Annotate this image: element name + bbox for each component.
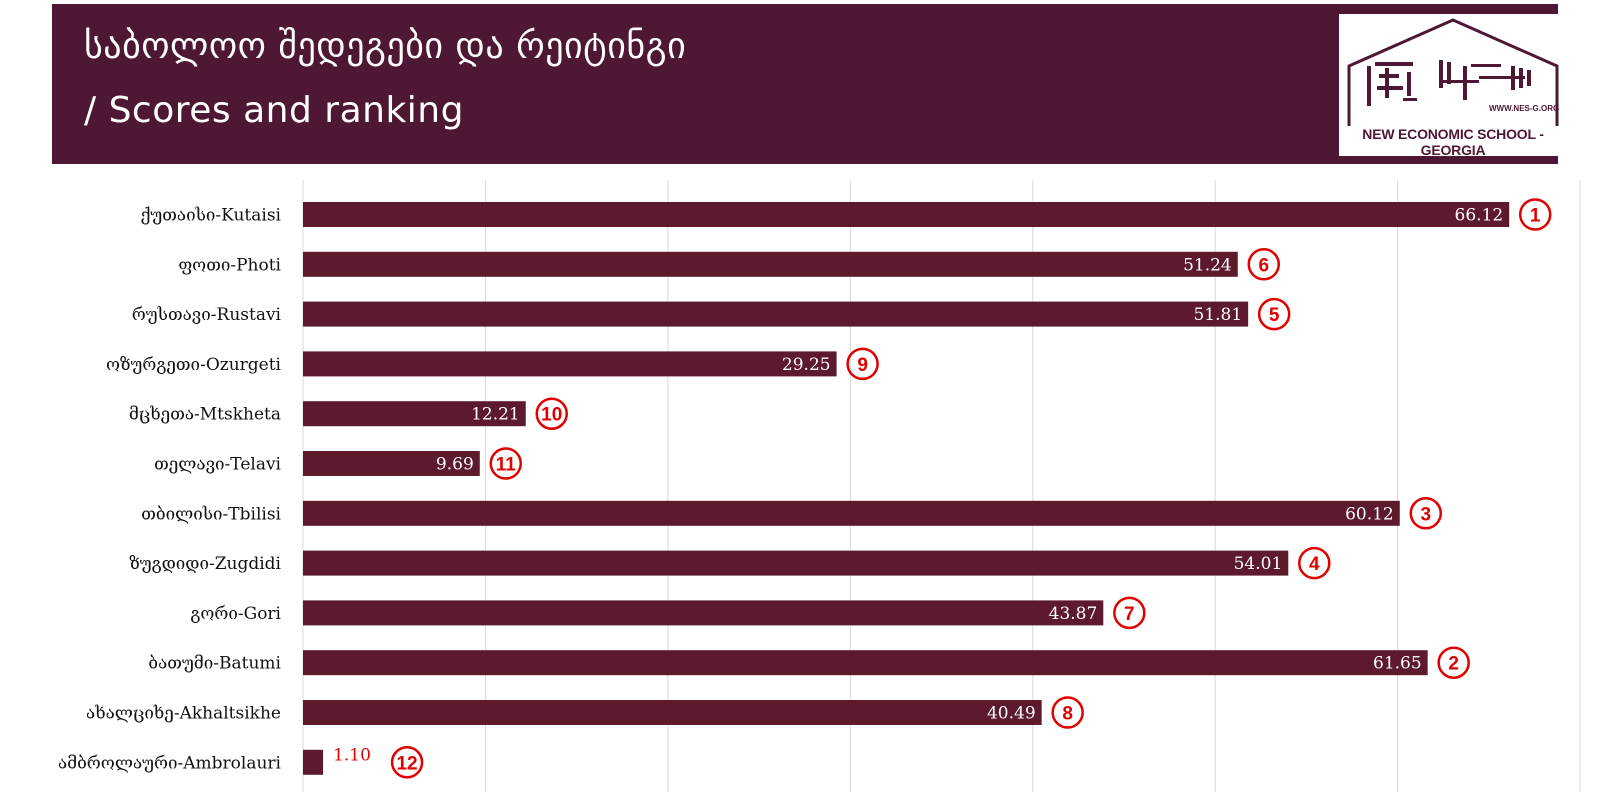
rank-circle [535, 397, 568, 430]
rank-circle [1257, 297, 1291, 331]
value-label: 51.24 [1183, 255, 1232, 275]
value-label: 54.01 [1234, 554, 1283, 574]
rank-badge: 7 [1124, 604, 1135, 625]
rank-badge: 6 [1258, 255, 1269, 276]
rank-badge: 11 [496, 455, 517, 476]
bar [303, 251, 1238, 277]
bar [303, 600, 1104, 626]
value-label: 40.49 [987, 704, 1036, 724]
category-label: რუსთავი-Rustavi [132, 305, 282, 325]
rank-circle [846, 347, 879, 381]
logo-website: WWW.NES-G.ORG [1489, 104, 1560, 113]
category-label: ოზურგეთი-Ozurgeti [106, 355, 282, 375]
category-label: გორი-Gori [190, 604, 281, 624]
rank-circle [1409, 497, 1443, 530]
rank-badge: 9 [857, 355, 868, 376]
value-label: 66.12 [1455, 206, 1504, 226]
value-label: 1.10 [333, 745, 371, 765]
rank-circle [1113, 596, 1146, 630]
page-title-georgian: საბოლოო შედეგები და რეიტინგი [84, 26, 687, 67]
rank-badge: 5 [1269, 305, 1280, 326]
value-label: 9.69 [436, 455, 474, 475]
bar [303, 401, 526, 427]
category-label: ფოთი-Photi [178, 255, 281, 275]
bar [303, 301, 1249, 327]
rank-badge: 4 [1309, 554, 1320, 575]
header-banner: საბოლოო შედეგები და რეიტინგი / Scores an… [52, 4, 1567, 164]
value-label: 12.21 [471, 405, 520, 425]
logo-emblem-icon [1347, 18, 1559, 126]
bar [303, 700, 1042, 725]
bar [303, 351, 837, 377]
value-label: 29.25 [782, 355, 831, 375]
category-label: თბილისი-Tbilisi [141, 504, 281, 524]
value-label: 51.81 [1193, 305, 1242, 325]
nes-georgia-logo: WWW.NES-G.ORG NEW ECONOMIC SCHOOL - GEOR… [1339, 14, 1567, 158]
logo-caption: NEW ECONOMIC SCHOOL - GEORGIA [1362, 126, 1544, 158]
rank-badge: 12 [396, 753, 417, 774]
category-label: ახალციხე-Akhaltsikhe [86, 704, 281, 724]
rank-badge: 10 [541, 405, 562, 426]
rank-circle [390, 746, 424, 779]
bar [303, 451, 480, 476]
category-label: ქუთაისი-Kutaisi [140, 206, 281, 226]
rank-badge: 8 [1062, 704, 1073, 725]
bar [303, 650, 1428, 676]
rank-badge: 1 [1530, 206, 1541, 227]
page-title-english: / Scores and ranking [84, 90, 464, 131]
value-label: 61.65 [1373, 654, 1422, 674]
rank-badge: 3 [1420, 504, 1431, 525]
rank-circle [489, 447, 523, 480]
value-label: 43.87 [1049, 604, 1098, 624]
category-label: ბათუმი-Batumi [148, 654, 281, 674]
bar [303, 500, 1400, 526]
rank-circle [1051, 696, 1084, 729]
bar [303, 749, 324, 775]
rank-circle [1437, 646, 1470, 679]
ranking-bar-chart: ქუთაისი-Kutaisi 66.12 1 ფოთი-Photi 51.24 6 რუს… [58, 180, 1581, 792]
category-label: თელავი-Telavi [154, 455, 281, 475]
rank-circle [1247, 248, 1281, 281]
category-label: ზუგდიდი-Zugdidi [129, 554, 281, 574]
bar [303, 202, 1510, 227]
rank-badge: 2 [1448, 654, 1459, 675]
category-label: მცხეთა-Mtskheta [129, 405, 281, 425]
value-label: 60.12 [1345, 504, 1394, 524]
category-label: ამბროლაური-Ambrolauri [58, 753, 282, 773]
rank-circle [1518, 198, 1552, 231]
bar [303, 550, 1289, 576]
rank-circle [1298, 546, 1331, 580]
